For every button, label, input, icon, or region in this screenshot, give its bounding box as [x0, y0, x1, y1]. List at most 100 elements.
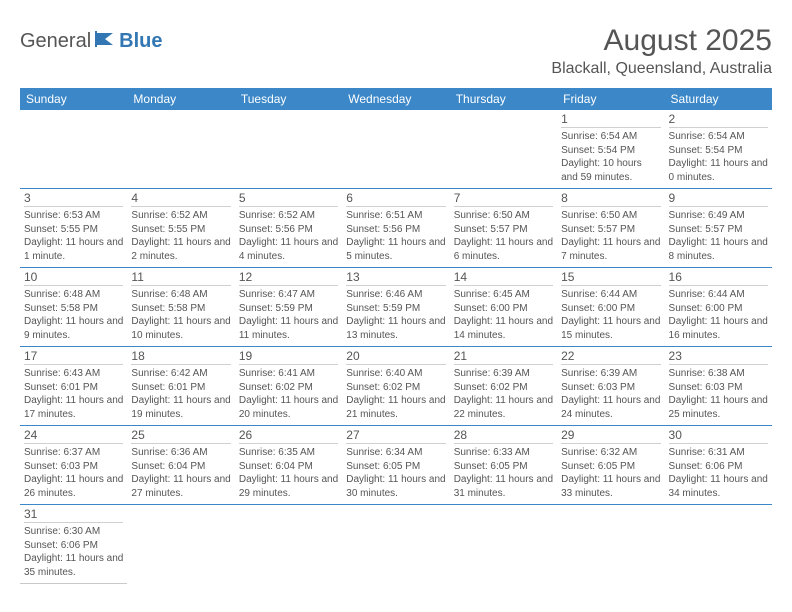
calendar-day-cell: 22 Sunrise: 6:39 AMSunset: 6:03 PMDayligh… [557, 347, 664, 426]
day-number: 12 [239, 270, 338, 286]
day-number: 18 [131, 349, 230, 365]
day-details: Sunrise: 6:35 AMSunset: 6:04 PMDaylight:… [239, 446, 338, 500]
calendar-day-cell: 21 Sunrise: 6:39 AMSunset: 6:02 PMDayligh… [450, 347, 557, 426]
calendar-week-row: 31Sunrise: 6:30 AMSunset: 6:06 PMDayligh… [20, 505, 772, 584]
calendar-day-cell: 14 Sunrise: 6:45 AMSunset: 6:00 PMDayligh… [450, 268, 557, 347]
calendar-day-cell: 2Sunrise: 6:54 AMSunset: 5:54 PMDaylight… [665, 110, 772, 189]
page-title: August 2025 [551, 24, 772, 58]
day-number: 5 [239, 191, 338, 207]
day-details: Sunrise: 6:54 AMSunset: 5:54 PMDaylight:… [561, 130, 660, 184]
calendar-day-cell: 15Sunrise: 6:44 AMSunset: 6:00 PMDayligh… [557, 268, 664, 347]
calendar-day-cell: 23Sunrise: 6:38 AMSunset: 6:03 PMDayligh… [665, 347, 772, 426]
day-header: Sunday [20, 88, 127, 110]
day-number: 4 [131, 191, 230, 207]
calendar-day-cell [127, 505, 234, 584]
day-details: Sunrise: 6:39 AMSunset: 6:03 PMDaylight:… [561, 367, 660, 421]
calendar-day-cell: 4 Sunrise: 6:52 AMSunset: 5:55 PMDaylight… [127, 189, 234, 268]
calendar-day-cell: 31Sunrise: 6:30 AMSunset: 6:06 PMDayligh… [20, 505, 127, 584]
calendar-day-cell: 9Sunrise: 6:49 AMSunset: 5:57 PMDaylight… [665, 189, 772, 268]
day-number: 9 [669, 191, 768, 207]
calendar-day-cell: 25 Sunrise: 6:36 AMSunset: 6:04 PMDayligh… [127, 426, 234, 505]
day-number: 21 [454, 349, 553, 365]
day-number: 7 [454, 191, 553, 207]
calendar-day-cell: 28Sunrise: 6:33 AMSunset: 6:05 PMDayligh… [450, 426, 557, 505]
day-details: Sunrise: 6:48 AMSunset: 5:58 PMDaylight:… [24, 288, 123, 342]
day-details: Sunrise: 6:41 AMSunset: 6:02 PMDaylight:… [239, 367, 338, 421]
day-details: Sunrise: 6:33 AMSunset: 6:05 PMDaylight:… [454, 446, 553, 500]
day-details: Sunrise: 6:44 AMSunset: 6:00 PMDaylight:… [561, 288, 660, 342]
day-number: 25 [131, 428, 230, 444]
calendar-day-cell: 6 Sunrise: 6:51 AMSunset: 5:56 PMDaylight… [342, 189, 449, 268]
day-number: 26 [239, 428, 338, 444]
day-header: Monday [127, 88, 234, 110]
day-number: 30 [669, 428, 768, 444]
day-number: 19 [239, 349, 338, 365]
day-header: Wednesday [342, 88, 449, 110]
calendar-day-cell [20, 110, 127, 189]
calendar-day-cell [342, 505, 449, 584]
logo: General Blue [20, 24, 163, 53]
day-number: 6 [346, 191, 445, 207]
calendar-day-cell: 5 Sunrise: 6:52 AMSunset: 5:56 PMDaylight… [235, 189, 342, 268]
logo-flag-icon [95, 31, 117, 52]
calendar-day-cell: 26 Sunrise: 6:35 AMSunset: 6:04 PMDayligh… [235, 426, 342, 505]
calendar-day-cell: 1 Sunrise: 6:54 AMSunset: 5:54 PMDaylight… [557, 110, 664, 189]
day-number: 29 [561, 428, 660, 444]
day-details: Sunrise: 6:43 AMSunset: 6:01 PMDaylight:… [24, 367, 123, 421]
day-details: Sunrise: 6:52 AMSunset: 5:56 PMDaylight:… [239, 209, 338, 263]
calendar-day-cell: 20Sunrise: 6:40 AMSunset: 6:02 PMDayligh… [342, 347, 449, 426]
day-number: 10 [24, 270, 123, 286]
day-details: Sunrise: 6:36 AMSunset: 6:04 PMDaylight:… [131, 446, 230, 500]
day-number: 14 [454, 270, 553, 286]
day-header: Friday [557, 88, 664, 110]
calendar-day-cell: 8 Sunrise: 6:50 AMSunset: 5:57 PMDaylight… [557, 189, 664, 268]
day-details: Sunrise: 6:53 AMSunset: 5:55 PMDaylight:… [24, 209, 123, 263]
day-details: Sunrise: 6:44 AMSunset: 6:00 PMDaylight:… [669, 288, 768, 342]
day-details: Sunrise: 6:45 AMSunset: 6:00 PMDaylight:… [454, 288, 553, 342]
calendar-day-cell [127, 110, 234, 189]
day-details: Sunrise: 6:32 AMSunset: 6:05 PMDaylight:… [561, 446, 660, 500]
calendar-day-cell: 29 Sunrise: 6:32 AMSunset: 6:05 PMDayligh… [557, 426, 664, 505]
day-header: Saturday [665, 88, 772, 110]
calendar-table: Sunday Monday Tuesday Wednesday Thursday… [20, 88, 772, 584]
calendar-day-cell: 10 Sunrise: 6:48 AMSunset: 5:58 PMDayligh… [20, 268, 127, 347]
day-number: 23 [669, 349, 768, 365]
calendar-week-row: 17Sunrise: 6:43 AMSunset: 6:01 PMDayligh… [20, 347, 772, 426]
day-details: Sunrise: 6:47 AMSunset: 5:59 PMDaylight:… [239, 288, 338, 342]
calendar-day-cell: 17Sunrise: 6:43 AMSunset: 6:01 PMDayligh… [20, 347, 127, 426]
day-details: Sunrise: 6:39 AMSunset: 6:02 PMDaylight:… [454, 367, 553, 421]
day-details: Sunrise: 6:52 AMSunset: 5:55 PMDaylight:… [131, 209, 230, 263]
day-header-row: Sunday Monday Tuesday Wednesday Thursday… [20, 88, 772, 110]
calendar-week-row: 10 Sunrise: 6:48 AMSunset: 5:58 PMDayligh… [20, 268, 772, 347]
day-number: 8 [561, 191, 660, 207]
logo-text-blue: Blue [119, 30, 162, 53]
logo-text-general: General [20, 30, 91, 53]
calendar-day-cell: 11Sunrise: 6:48 AMSunset: 5:58 PMDayligh… [127, 268, 234, 347]
day-number: 11 [131, 270, 230, 286]
calendar-day-cell [235, 110, 342, 189]
calendar-day-cell: 16 Sunrise: 6:44 AMSunset: 6:00 PMDayligh… [665, 268, 772, 347]
day-details: Sunrise: 6:50 AMSunset: 5:57 PMDaylight:… [454, 209, 553, 263]
day-number: 24 [24, 428, 123, 444]
day-details: Sunrise: 6:50 AMSunset: 5:57 PMDaylight:… [561, 209, 660, 263]
calendar-day-cell: 24Sunrise: 6:37 AMSunset: 6:03 PMDayligh… [20, 426, 127, 505]
day-details: Sunrise: 6:30 AMSunset: 6:06 PMDaylight:… [24, 525, 123, 579]
calendar-day-cell [450, 110, 557, 189]
day-number: 13 [346, 270, 445, 286]
calendar-day-cell [342, 110, 449, 189]
calendar-day-cell: 7 Sunrise: 6:50 AMSunset: 5:57 PMDaylight… [450, 189, 557, 268]
day-details: Sunrise: 6:54 AMSunset: 5:54 PMDaylight:… [669, 130, 768, 184]
day-number: 22 [561, 349, 660, 365]
day-details: Sunrise: 6:34 AMSunset: 6:05 PMDaylight:… [346, 446, 445, 500]
location-label: Blackall, Queensland, Australia [551, 60, 772, 78]
calendar-day-cell: 30 Sunrise: 6:31 AMSunset: 6:06 PMDayligh… [665, 426, 772, 505]
day-number: 16 [669, 270, 768, 286]
calendar-day-cell: 12 Sunrise: 6:47 AMSunset: 5:59 PMDayligh… [235, 268, 342, 347]
title-block: August 2025 Blackall, Queensland, Austra… [551, 24, 772, 78]
day-details: Sunrise: 6:31 AMSunset: 6:06 PMDaylight:… [669, 446, 768, 500]
calendar-week-row: 24Sunrise: 6:37 AMSunset: 6:03 PMDayligh… [20, 426, 772, 505]
day-details: Sunrise: 6:51 AMSunset: 5:56 PMDaylight:… [346, 209, 445, 263]
day-number: 1 [561, 112, 660, 128]
day-header: Thursday [450, 88, 557, 110]
day-number: 20 [346, 349, 445, 365]
